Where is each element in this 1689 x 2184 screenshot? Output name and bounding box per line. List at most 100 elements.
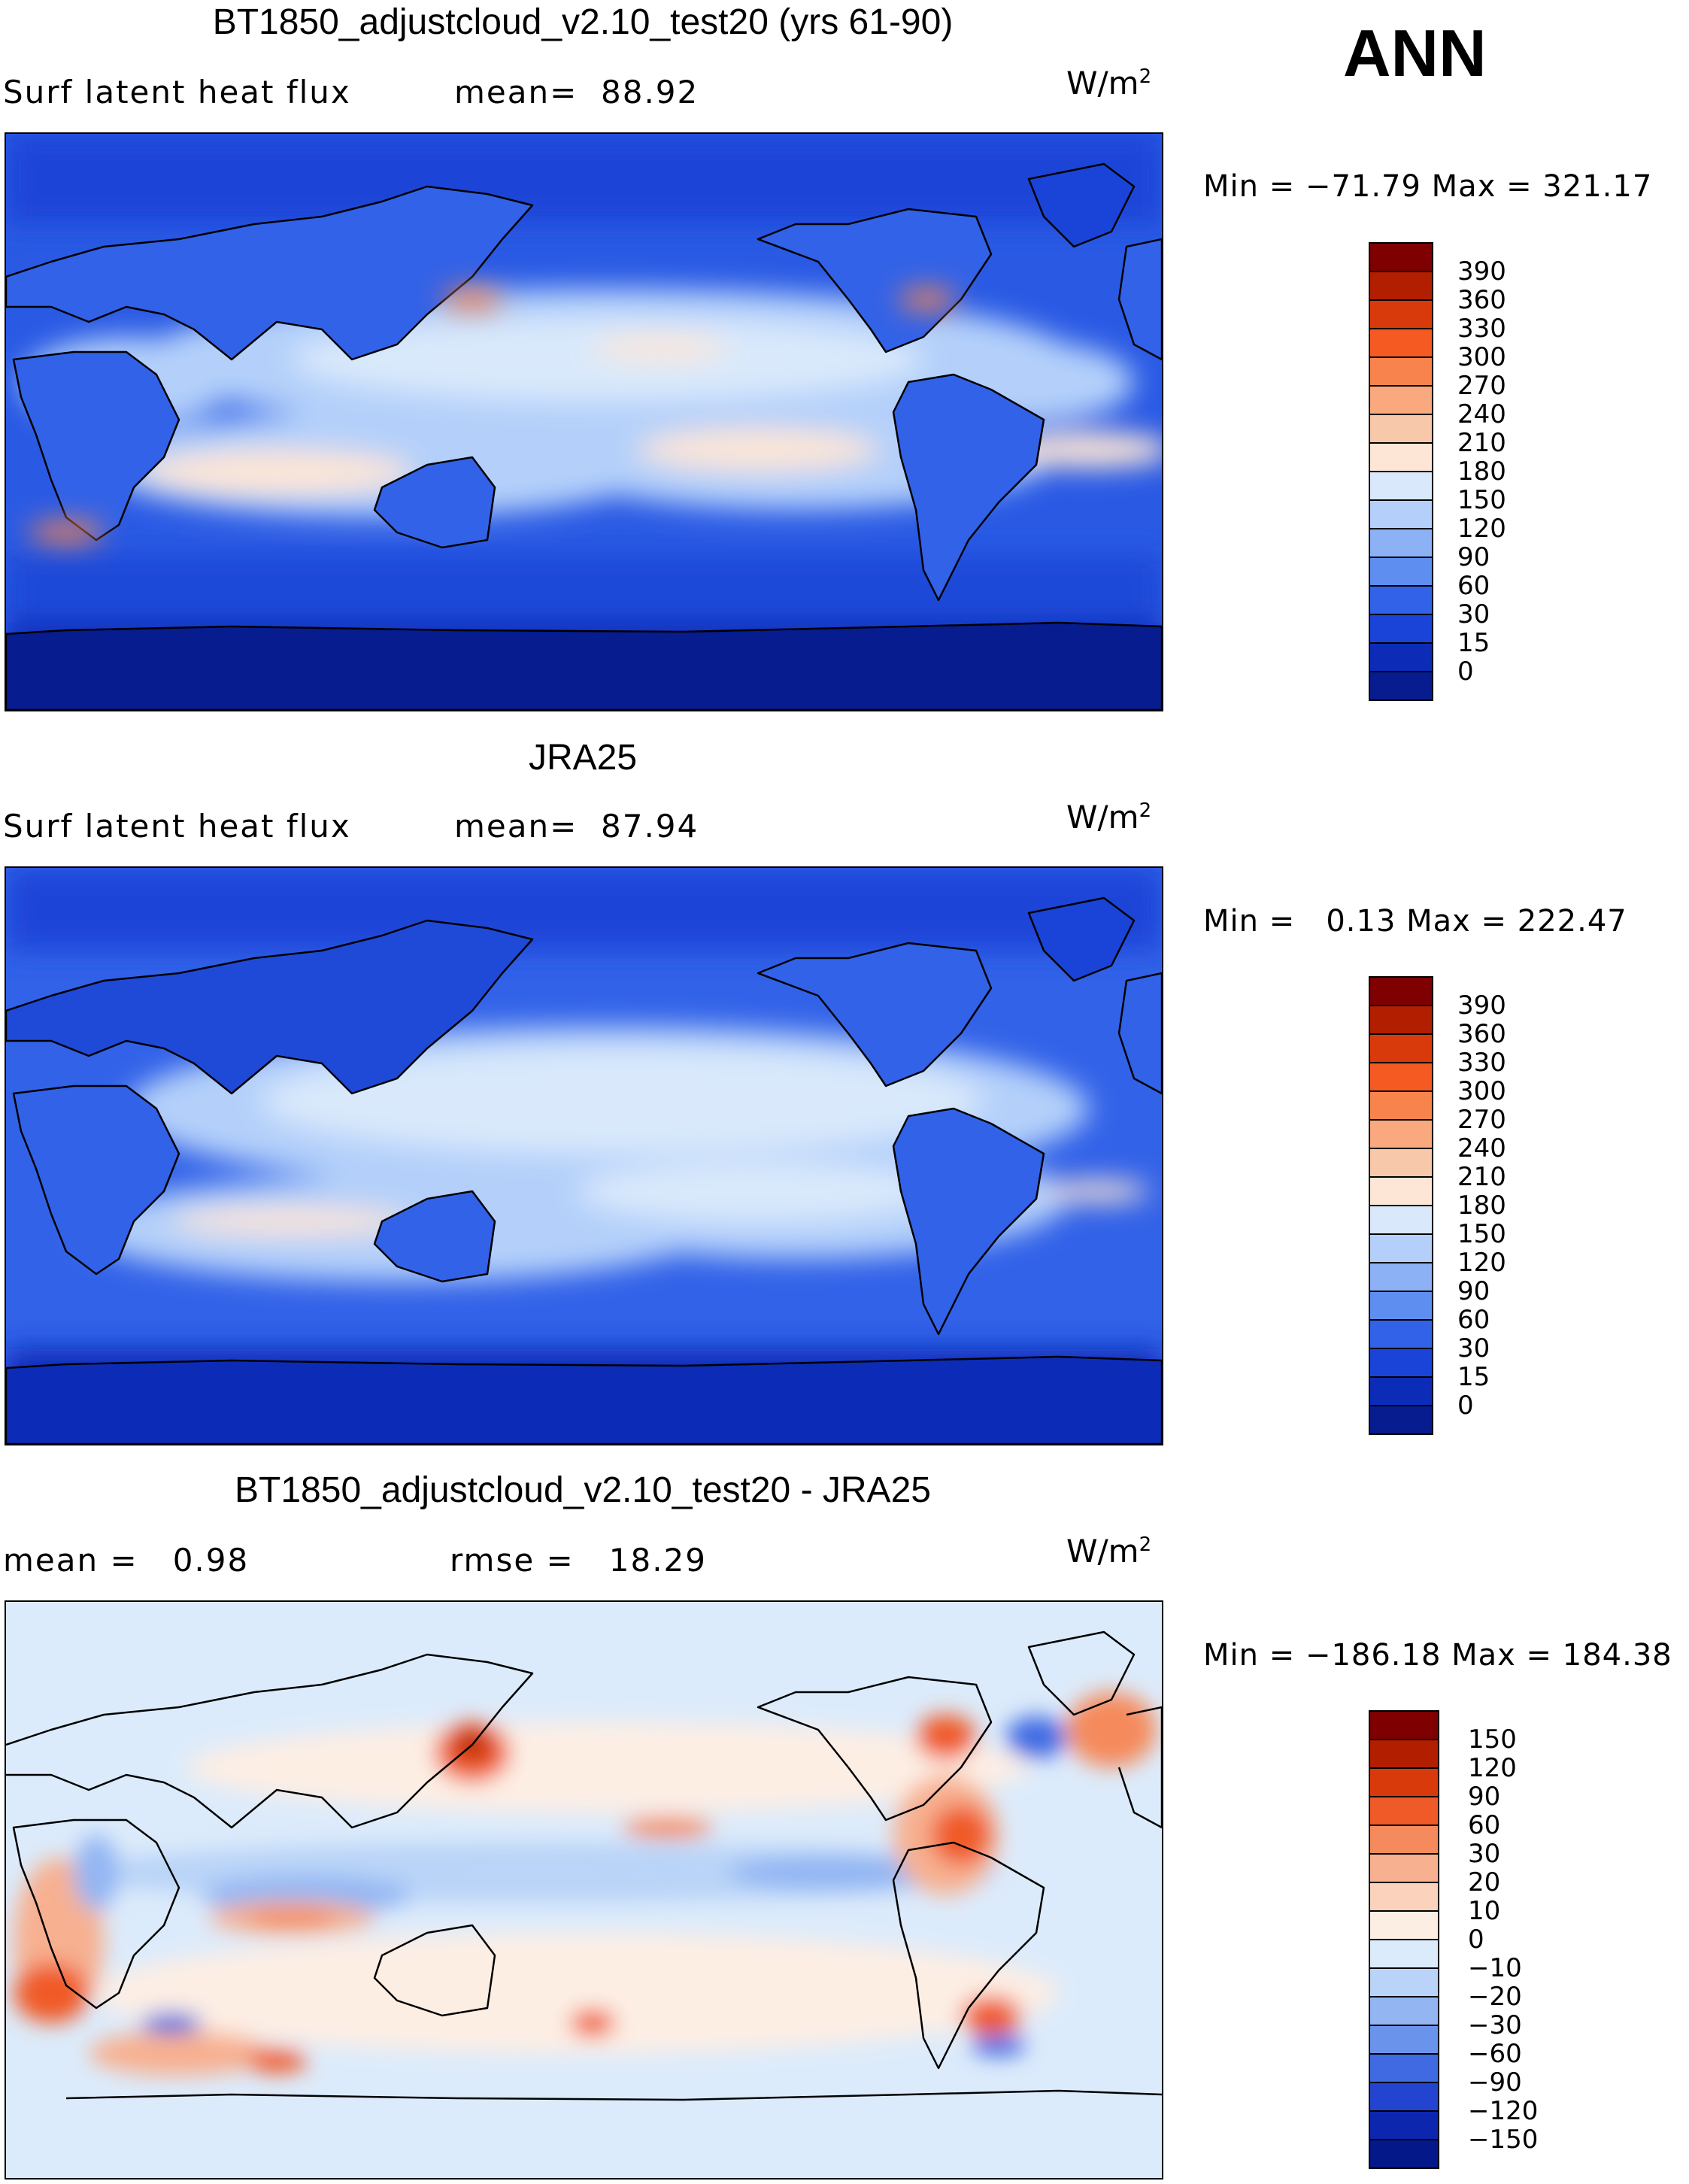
panel2-colorbar-swatch (1369, 1033, 1433, 1063)
panel2-colorbar-tick: 150 (1457, 1219, 1506, 1249)
panel2-colorbar-swatch (1369, 1119, 1433, 1149)
panel1-colorbar-tick: 240 (1457, 399, 1506, 429)
panel1-colorbar-tick: 270 (1457, 371, 1506, 401)
season-label: ANN (1343, 16, 1487, 90)
panel2-colorbar-swatch (1369, 1205, 1433, 1235)
panel2-colorbar-swatch (1369, 1005, 1433, 1035)
panel3-map-svg (6, 1602, 1162, 2178)
panel3-colorbar-swatch (1369, 1853, 1439, 1883)
panel3-colorbar-swatch (1369, 1996, 1439, 2026)
panel1-colorbar-tick: 120 (1457, 514, 1506, 544)
panel3-rmse-label: rmse = 18.29 (450, 1542, 707, 1579)
panel3-colorbar-tick: 0 (1468, 1925, 1484, 1955)
panel2-mean-label: mean= 87.94 (454, 808, 699, 845)
panel2-colorbar-tick: 15 (1457, 1362, 1490, 1392)
panel3-colorbar-swatch (1369, 1910, 1439, 1940)
panel3-colorbar-tick: −90 (1468, 2067, 1522, 2098)
panel1-colorbar-tick: 15 (1457, 628, 1490, 658)
panel2-colorbar-swatch (1369, 1062, 1433, 1092)
panel1-colorbar-tick: 210 (1457, 428, 1506, 458)
panel2-colorbar-swatch (1369, 1090, 1433, 1121)
panel3-colorbar-swatch (1369, 1710, 1439, 1740)
panel2-colorbar-swatch (1369, 1376, 1433, 1406)
panel3-colorbar-swatch (1369, 2053, 1439, 2083)
panel3-colorbar-swatch (1369, 2082, 1439, 2112)
panel2-colorbar-tick: 30 (1457, 1333, 1490, 1363)
panel2-map (5, 866, 1163, 1445)
panel3-colorbar-tick: −120 (1468, 2096, 1539, 2126)
panel2-colorbar-swatch (1369, 1319, 1433, 1349)
panel1-colorbar-swatch (1369, 242, 1433, 272)
panel2-map-svg (6, 868, 1162, 1444)
panel1-colorbar-swatch (1369, 385, 1433, 415)
panel2-colorbar-swatch (1369, 1291, 1433, 1321)
panel3-colorbar-swatch (1369, 1739, 1439, 1769)
panel1-title: BT1850_adjustcloud_v2.10_test20 (yrs 61-… (212, 2, 954, 42)
panel1-colorbar-swatch (1369, 414, 1433, 444)
panel1-colorbar: 390 360 330 300 270 240 210 180 150 120 … (1369, 242, 1519, 701)
panel1-colorbar-swatch (1369, 356, 1433, 387)
panel2-colorbar: 390 360 330 300 270 240 210 180 150 120 … (1369, 976, 1519, 1435)
panel3-map (5, 1600, 1163, 2179)
panel1-colorbar-swatch (1369, 499, 1433, 529)
panel2-colorbar-swatch (1369, 1233, 1433, 1263)
panel1-colorbar-swatch (1369, 471, 1433, 501)
panel1-colorbar-tick: 390 (1457, 256, 1506, 287)
panel3-colorbar-tick: 150 (1468, 1724, 1517, 1755)
panel1-colorbar-tick: 90 (1457, 542, 1490, 572)
panel3-colorbar-tick: −60 (1468, 2039, 1522, 2069)
panel2-colorbar-swatch (1369, 1405, 1433, 1435)
panel3-colorbar-swatch (1369, 1967, 1439, 1997)
panel2-colorbar-tick: 180 (1457, 1191, 1506, 1221)
panel2-colorbar-swatch (1369, 976, 1433, 1006)
panel3-colorbar-swatch (1369, 1825, 1439, 1855)
panel2-colorbar-swatch (1369, 1176, 1433, 1206)
panel1-variable-label: Surf latent heat flux (3, 74, 351, 111)
panel1-colorbar-swatch (1369, 442, 1433, 472)
panel2-minmax: Min = 0.13 Max = 222.47 (1203, 904, 1627, 939)
panel2-colorbar-swatch (1369, 1262, 1433, 1292)
panel3-colorbar-tick: −20 (1468, 1982, 1522, 2012)
panel2-colorbar-tick: 60 (1457, 1305, 1490, 1335)
panel3-colorbar-swatch (1369, 2110, 1439, 2140)
panel2-colorbar-tick: 270 (1457, 1105, 1506, 1135)
panel2-colorbar-swatch (1369, 1348, 1433, 1378)
panel2-colorbar-tick: 330 (1457, 1048, 1506, 1078)
panel2-title: JRA25 (528, 738, 638, 778)
panel1-colorbar-swatch (1369, 528, 1433, 558)
panel1-minmax: Min = −71.79 Max = 321.17 (1203, 169, 1653, 204)
panel3-colorbar-swatch (1369, 2139, 1439, 2169)
panel3-colorbar-tick: 90 (1468, 1782, 1501, 1812)
panel2-colorbar-tick: 90 (1457, 1276, 1490, 1306)
panel2-colorbar-tick: 240 (1457, 1133, 1506, 1163)
panel3-colorbar-swatch (1369, 1796, 1439, 1826)
panel1-colorbar-swatch (1369, 271, 1433, 301)
panel3-units: W/m2 (1066, 1533, 1152, 1570)
panel1-colorbar-tick: 330 (1457, 314, 1506, 344)
panel3-colorbar-tick: 10 (1468, 1896, 1501, 1926)
panel2-units: W/m2 (1066, 799, 1152, 836)
panel1-map (5, 132, 1163, 711)
panel1-colorbar-tick: 0 (1457, 657, 1474, 687)
panel3-colorbar-swatch (1369, 1882, 1439, 1912)
panel1-mean-label: mean= 88.92 (454, 74, 699, 111)
panel1-colorbar-tick: 180 (1457, 457, 1506, 487)
panel2-variable-label: Surf latent heat flux (3, 808, 351, 845)
panel3-colorbar-swatch (1369, 1939, 1439, 1969)
panel3-colorbar-tick: 30 (1468, 1839, 1501, 1869)
panel1-colorbar-swatch (1369, 299, 1433, 329)
panel3-colorbar: 150 120 90 60 30 20 10 0 −10 −20 −30 −60… (1369, 1710, 1538, 2169)
panel2-colorbar-tick: 0 (1457, 1391, 1474, 1421)
panel3-colorbar-swatch (1369, 1767, 1439, 1797)
panel1-colorbar-tick: 30 (1457, 599, 1490, 629)
panel2-colorbar-tick: 360 (1457, 1019, 1506, 1049)
panel2-colorbar-swatch (1369, 1148, 1433, 1178)
panel3-minmax: Min = −186.18 Max = 184.38 (1203, 1638, 1672, 1673)
panel3-colorbar-tick: −30 (1468, 2010, 1522, 2040)
panel1-colorbar-tick: 150 (1457, 485, 1506, 515)
panel1-colorbar-swatch (1369, 557, 1433, 587)
panel2-colorbar-tick: 390 (1457, 990, 1506, 1021)
panel3-colorbar-tick: −10 (1468, 1953, 1522, 1983)
panel3-title: BT1850_adjustcloud_v2.10_test20 - JRA25 (235, 1470, 931, 1510)
panel1-map-svg (6, 134, 1162, 710)
